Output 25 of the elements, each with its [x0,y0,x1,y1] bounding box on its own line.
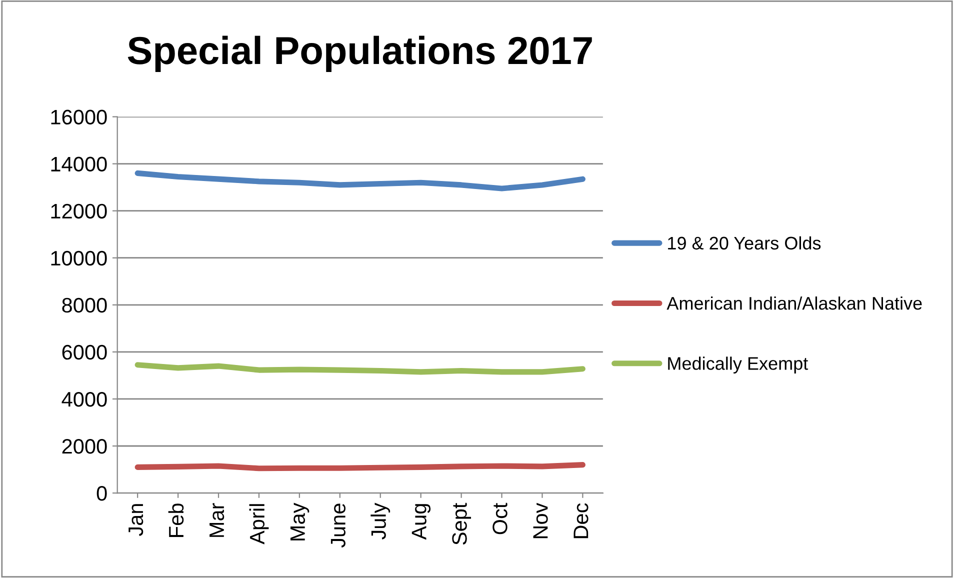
legend-label: American Indian/Alaskan Native [666,296,922,310]
x-tick-label: Jan [128,504,144,536]
x-tick-label: June [330,504,346,548]
y-tick-label: 14000 [51,156,107,172]
y-tick-label: 0 [96,486,107,501]
x-tick-label: April [249,504,269,544]
y-tick-label: 10000 [51,250,107,266]
x-tick-label: Mar [210,503,224,537]
y-tick-label: 12000 [51,204,107,219]
x-tick-label: Sept [452,502,472,545]
x-tick-label: Aug [412,504,431,540]
legend-label: Medically Exempt [668,356,808,374]
y-tick-label: 4000 [62,392,107,407]
y-tick-label: 16000 [51,110,107,125]
x-tick-label: Dec [574,503,588,538]
y-tick-label: 6000 [62,344,107,360]
y-tick-label: 8000 [62,298,107,313]
x-tick-label: Feb [168,504,184,537]
y-tick-label: 2000 [62,439,107,454]
x-tick-label: Oct [492,502,508,534]
x-tick-label: July [370,502,390,540]
x-tick-label: May [290,502,310,540]
x-tick-label: Nov [533,502,548,538]
chart-title: Special Populations 2017 [128,36,592,72]
legend-label: 19 & 20 Years Olds [668,236,821,250]
